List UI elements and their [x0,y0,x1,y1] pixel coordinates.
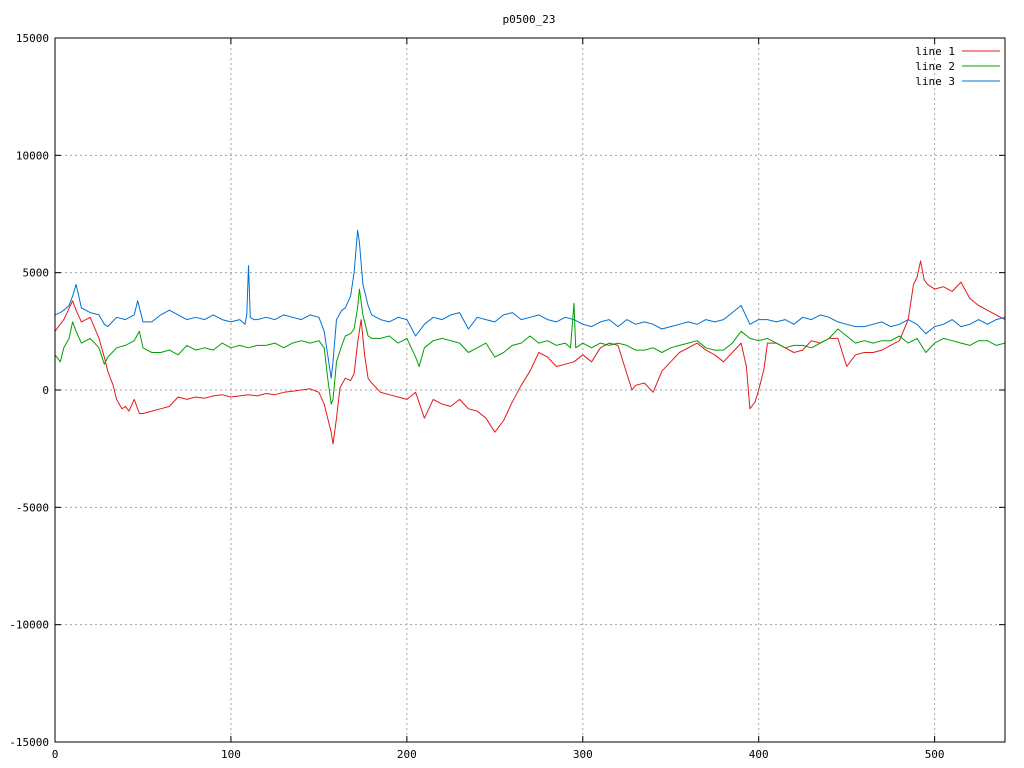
y-tick-label: 10000 [16,149,49,162]
legend-label-series-1: line 1 [915,45,955,58]
x-tick-label: 0 [52,748,59,761]
series-layer [54,229,1006,445]
y-tick-label: 0 [42,384,49,397]
series-3-line [54,229,1006,379]
x-tick-label: 200 [397,748,417,761]
series-1-line [54,260,1006,445]
x-tick-label: 400 [749,748,769,761]
chart-title: p0500_23 [503,13,556,26]
x-tick-label: 300 [573,748,593,761]
series-2-line [54,288,1006,405]
y-tick-label: -15000 [9,736,49,749]
y-tick-label: -5000 [16,501,49,514]
y-tick-label: -10000 [9,619,49,632]
tick-labels: 0 100 200 300 400 500 -15000 -10000 -5000 0 5000 10… [9,32,1005,761]
legend: line 1 line 2 line 3 [915,45,1000,88]
legend-label-series-3: line 3 [915,75,955,88]
x-tick-label: 100 [221,748,241,761]
legend-label-series-2: line 2 [915,60,955,73]
x-tick-label: 500 [925,748,945,761]
y-tick-label: 5000 [23,267,50,280]
y-tick-label: 15000 [16,32,49,45]
